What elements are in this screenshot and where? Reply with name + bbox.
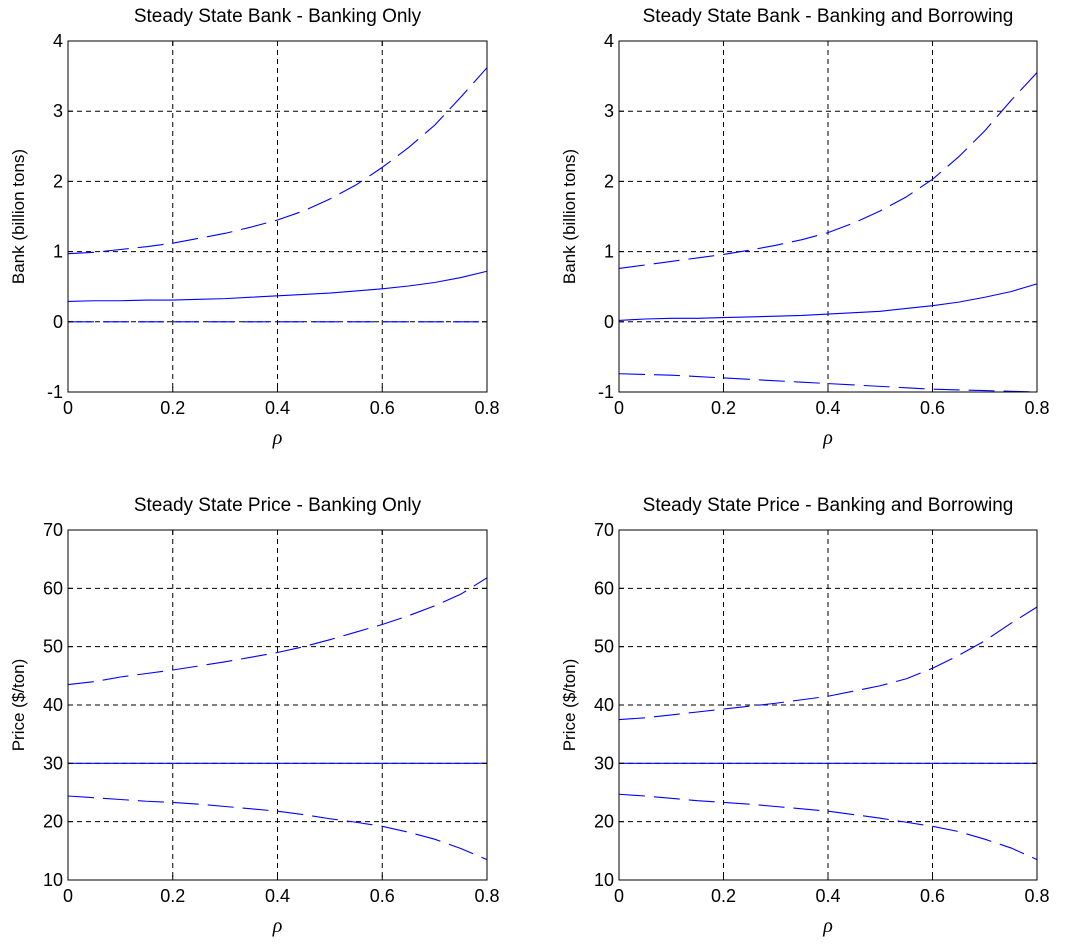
x-tick-label: 0.4 [265,886,290,906]
y-tick-label: 4 [53,31,63,51]
y-tick-label: 1 [604,242,614,262]
x-tick-label: 0.8 [1024,398,1049,418]
y-axis-label: Bank (billion tons) [9,149,28,284]
x-tick-label: 0.6 [370,398,395,418]
series-line-1-dashed [618,606,1038,721]
y-axis-label: Bank (billion tons) [560,149,579,284]
series-line-1-dashed [618,72,1038,269]
y-tick-label: 70 [594,520,614,540]
y-tick-label: 20 [594,812,614,832]
x-tick-label: 0.8 [474,886,499,906]
y-tick-label: 30 [43,753,63,773]
series-line-3-dashed [618,793,1038,861]
y-tick-label: 60 [43,578,63,598]
series-line-1-dashed [67,67,488,255]
x-tick-label: 0.4 [265,398,290,418]
y-tick-label: 60 [594,578,614,598]
y-axis-label: Price ($/ton) [9,659,28,752]
x-tick-label: 0.2 [711,398,736,418]
x-axis-label: ρ [822,427,833,449]
y-tick-label: 70 [43,520,63,540]
y-tick-label: 50 [594,637,614,657]
y-tick-label: 30 [594,753,614,773]
x-tick-label: 0.2 [160,886,185,906]
y-tick-label: 50 [43,637,63,657]
x-axis-label: ρ [272,427,283,449]
y-tick-label: 1 [53,242,63,262]
y-tick-label: 10 [594,870,614,890]
x-tick-label: 0.6 [370,886,395,906]
panel-price-banking-only: 0 0.2 0.4 0.6 0.8 10 20 30 40 50 60 70 Steady State … [9,495,500,937]
y-tick-label: 10 [43,870,63,890]
x-tick-label: 0 [614,886,624,906]
series-line-2-solid [67,270,488,302]
chart-title: Steady State Price - Banking and Borrowi… [643,495,1014,516]
x-tick-label: 0.8 [474,398,499,418]
chart-title: Steady State Price - Banking Only [134,495,422,516]
chart-title: Steady State Bank - Banking Only [134,6,422,27]
y-tick-label: 4 [604,31,614,51]
x-tick-label: 0.6 [920,886,945,906]
x-axis-label: ρ [822,915,833,937]
y-tick-label: -1 [598,382,614,402]
y-tick-label: 3 [53,101,63,121]
x-tick-label: 0.6 [920,398,945,418]
x-tick-label: 0 [614,398,624,418]
y-tick-label: 2 [53,171,63,191]
x-tick-label: 0.4 [815,398,840,418]
series-line-3-dashed [67,795,488,861]
y-tick-label: 3 [604,101,614,121]
series-line-1-dashed [67,577,488,686]
y-tick-label: 40 [594,695,614,715]
y-tick-label: -1 [47,382,63,402]
chart-title: Steady State Bank - Banking and Borrowin… [643,6,1014,27]
x-tick-label: 0 [63,398,73,418]
x-axis-label: ρ [272,915,283,937]
y-tick-label: 40 [43,695,63,715]
y-tick-label: 2 [604,171,614,191]
y-tick-label: 0 [604,312,614,332]
y-tick-label: 0 [53,312,63,332]
x-tick-label: 0.2 [711,886,736,906]
y-tick-label: 20 [43,812,63,832]
x-tick-label: 0 [63,886,73,906]
x-tick-label: 0.2 [160,398,185,418]
x-tick-label: 0.4 [815,886,840,906]
x-tick-label: 0.8 [1024,886,1049,906]
panel-price-banking-and-borrowing: 0 0.2 0.4 0.6 0.8 10 20 30 40 50 60 70 Steady State … [560,495,1050,937]
y-axis-label: Price ($/ton) [560,659,579,752]
series-line-2-solid [618,283,1038,321]
